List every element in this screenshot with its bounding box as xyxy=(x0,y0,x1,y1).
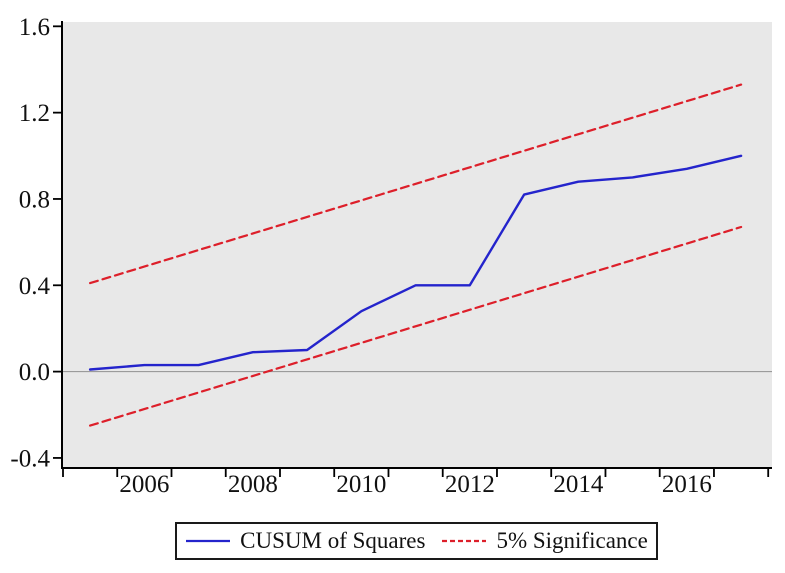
x-axis-tick-label: 2012 xyxy=(445,471,495,498)
legend-label-cusum-of-squares: CUSUM of Squares xyxy=(240,528,426,553)
legend-item-cusum-of-squares: CUSUM of Squares xyxy=(185,528,425,554)
cusum-solid-line-sample xyxy=(186,539,231,543)
x-axis-tick-label: 2010 xyxy=(336,471,386,498)
y-axis-tick-label: 0.8 xyxy=(19,186,50,213)
significance-dashed-line-sample xyxy=(442,539,487,543)
y-axis-tick-label: -0.4 xyxy=(10,445,50,472)
series-line-2-significance-band xyxy=(88,225,743,427)
legend-item-5-percent-significance: 5% Significance xyxy=(441,528,648,554)
series-line-1-significance-band xyxy=(88,83,743,285)
y-axis-tick-label: 0.0 xyxy=(19,359,50,386)
x-axis-tick-label: 2006 xyxy=(119,471,169,498)
x-axis-tick-label: 2008 xyxy=(228,471,278,498)
y-axis-tick-label: 0.4 xyxy=(19,273,51,300)
y-axis-tick-label: 1.2 xyxy=(19,100,50,127)
x-axis-tick-label: 2016 xyxy=(662,471,712,498)
x-axis-tick-label: 2014 xyxy=(553,471,604,498)
legend: CUSUM of Squares 5% Significance xyxy=(175,522,658,560)
plot-background xyxy=(63,22,772,467)
series-line-0-cusum xyxy=(88,154,743,371)
legend-label-5-percent-significance: 5% Significance xyxy=(496,528,648,553)
y-axis-tick-label: 1.6 xyxy=(19,14,50,41)
